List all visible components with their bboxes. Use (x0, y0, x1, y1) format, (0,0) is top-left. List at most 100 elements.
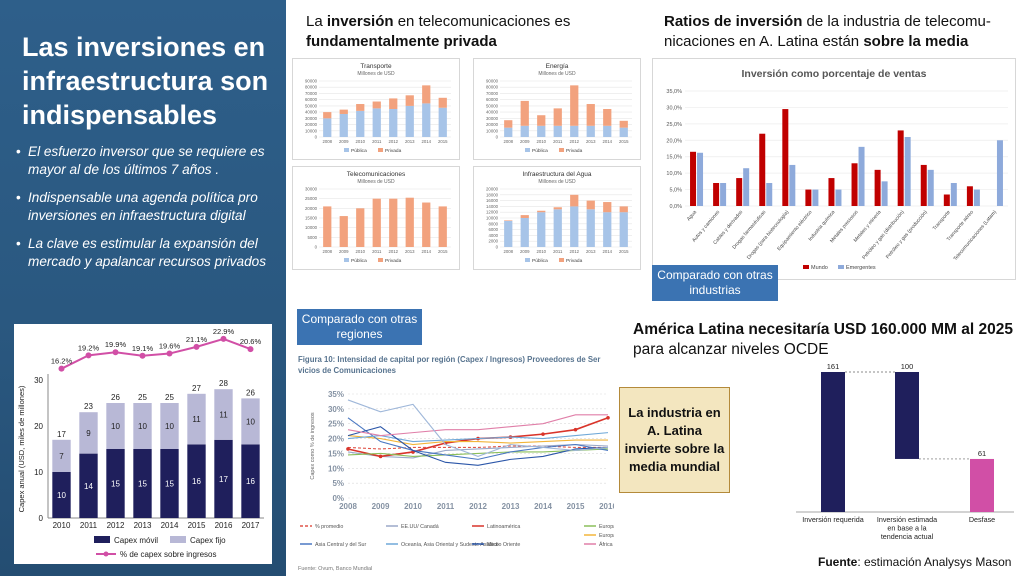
x-tick-label: 2010 (404, 502, 422, 511)
x-tick-label: 2012 (388, 139, 398, 144)
legend-label: Emergentes (846, 265, 876, 271)
x-tick-label: 2010 (53, 521, 71, 530)
bar-publica (389, 109, 398, 137)
x-tick-label: 2015 (438, 249, 448, 254)
bar-publica (586, 125, 595, 137)
bar-privada (520, 100, 529, 126)
bar-mundo (851, 163, 858, 206)
x-tick-label: 2012 (107, 521, 125, 530)
bar-publica (603, 125, 612, 137)
legend-swatch-publica (344, 258, 349, 262)
x-tick-label: 2017 (242, 521, 260, 530)
bar-capex-movil (79, 453, 98, 518)
x-tick-label: 2016 (215, 521, 233, 530)
y-tick-label: 10,0% (666, 171, 682, 177)
y-tick-label: 5000 (307, 235, 317, 240)
bar-publica (405, 105, 414, 137)
legend-label: Pública (351, 258, 367, 264)
y-tick-label: 8000 (488, 221, 498, 226)
data-label-movil: 10 (57, 491, 66, 500)
x-tick-label: 2008 (322, 139, 332, 144)
bar-privada (570, 194, 579, 207)
bar-privada (389, 198, 398, 247)
data-label-movil: 14 (84, 482, 93, 491)
series-line (347, 417, 609, 460)
x-tick-label: 2014 (602, 249, 612, 254)
bar-publica (422, 103, 431, 137)
y-tick-label: 30000 (305, 187, 318, 192)
y-tick-label: 15,0% (666, 155, 682, 161)
mini-chart-title: Energía (546, 63, 569, 70)
bar-emergentes (973, 189, 980, 206)
x-tick-label: 2014 (421, 249, 431, 254)
bar-emergentes (950, 183, 957, 206)
mini-chart-subtitle: Millones de USD (538, 71, 576, 77)
bar-emergentes (697, 152, 704, 206)
pct-line (61, 337, 251, 370)
y-tick-label: 40000 (305, 110, 318, 115)
data-label-total: 23 (84, 402, 93, 411)
capex-chart-box: 0 10 20 30 Capex anual (USD, miles de millon… (14, 324, 272, 564)
bar-privada (422, 85, 431, 104)
bar-privada (619, 120, 628, 128)
x-tick-label: 2011 (437, 502, 455, 511)
bar-emergentes (858, 146, 865, 206)
x-tick-label: 2013 (405, 139, 415, 144)
series-point (606, 415, 610, 420)
y-tick-label: 60000 (305, 97, 318, 102)
y-tick-label: 30000 (305, 116, 318, 121)
bar-capex-fijo (133, 403, 152, 449)
x-tick-label: 2014 (161, 521, 179, 530)
x-tick-label: 2014 (421, 139, 431, 144)
y-tick-label: 18000 (486, 192, 499, 197)
series-line (347, 445, 608, 450)
bar-publica (570, 125, 579, 137)
bar-privada (372, 101, 381, 109)
x-tick-label: 2013 (586, 139, 596, 144)
x-tick-label: Drogas (para biotecnología) (746, 209, 791, 261)
y-tick-label: 30,0% (666, 105, 682, 111)
data-label-movil: 15 (138, 480, 147, 489)
mini-chart-agua: Infraestructura del Agua Millones de USD 0… (473, 166, 641, 270)
data-label-movil: 17 (219, 475, 228, 484)
heading-bottom-right: América Latina necesitaría USD 160.000 M… (633, 320, 1018, 360)
data-label-total: 26 (246, 388, 255, 397)
x-tick-label: 2015 (567, 502, 585, 511)
bar-publica (619, 212, 628, 247)
heading-bold: América Latina necesitaría USD 160.000 M… (633, 321, 1013, 338)
y-tick-label: 15% (328, 449, 344, 458)
badge-other-industries: Comparado con otras industrias (652, 265, 778, 301)
y-tick-label: 0% (332, 494, 344, 503)
x-tick-label: 2016 (599, 502, 614, 511)
bar-capex-movil (241, 444, 260, 518)
y-tick-label: 30 (34, 376, 43, 385)
y-tick-label: 10000 (486, 216, 499, 221)
pct-label: 19.1% (132, 344, 154, 353)
data-label-fijo: 10 (138, 422, 147, 431)
bar-capex-movil (214, 439, 233, 518)
legend-label: Privada (385, 258, 402, 264)
y-tick-label: 50000 (305, 103, 318, 108)
heading-text: La (306, 13, 327, 30)
legend-label: Privada (566, 148, 583, 154)
x-tick-label: 2015 (619, 249, 629, 254)
bar-privada (438, 206, 447, 247)
legend-label: Europa Occidental (599, 524, 614, 530)
industries-chart-box: Inversión como porcentaje de ventas 0,0% 5… (652, 58, 1016, 280)
bar-emergentes (720, 183, 727, 206)
pct-point (112, 349, 119, 356)
bar-privada (553, 207, 562, 210)
x-tick-label: 2012 (388, 249, 398, 254)
bullet-item: La clave es estimular la expansión del m… (16, 235, 278, 271)
y-tick-label: 20000 (305, 122, 318, 127)
bullet-item: El esfuerzo inversor que se requiere es … (16, 143, 278, 179)
y-tick-label: 0 (39, 514, 44, 523)
mini-chart-subtitle: Millones de USD (538, 179, 576, 185)
series-line (347, 435, 608, 446)
pct-label: 21.1% (186, 335, 208, 344)
bar-emergentes (927, 169, 934, 206)
y-tick-label: 80000 (305, 85, 318, 90)
bar-mundo (782, 109, 789, 206)
bar-privada (603, 202, 612, 213)
bar-capex-fijo (187, 393, 206, 445)
